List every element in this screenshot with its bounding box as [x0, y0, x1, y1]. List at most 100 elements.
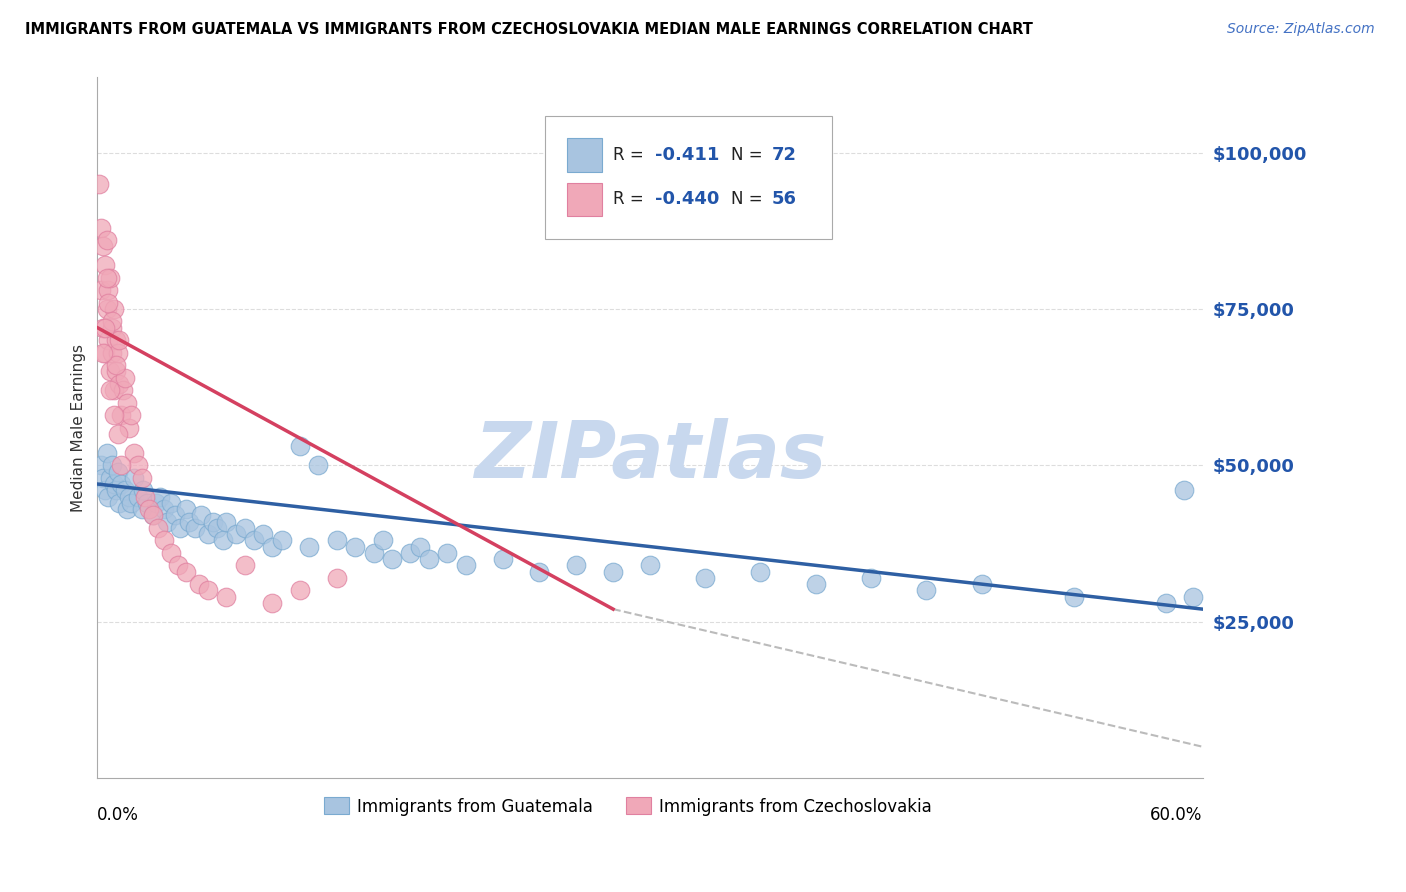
Point: [224, 527, 246, 541]
Point: [120, 496, 142, 510]
Point: [98, 383, 121, 397]
Point: [288, 440, 311, 454]
Point: [101, 314, 124, 328]
Point: [98, 270, 121, 285]
Point: [160, 546, 183, 560]
Point: [101, 458, 124, 473]
Point: [90, 220, 112, 235]
Point: [108, 496, 131, 510]
Point: [409, 540, 432, 554]
Point: [205, 521, 228, 535]
Point: [115, 502, 138, 516]
Point: [107, 427, 129, 442]
Point: [91, 239, 114, 253]
Text: 0.0%: 0.0%: [97, 806, 139, 824]
Point: [97, 333, 120, 347]
Point: [96, 270, 118, 285]
Point: [211, 533, 233, 548]
Point: [174, 565, 197, 579]
Point: [970, 577, 993, 591]
Point: [104, 364, 127, 378]
Point: [93, 345, 115, 359]
Point: [418, 552, 440, 566]
Point: [179, 515, 201, 529]
Point: [91, 320, 114, 334]
Point: [152, 502, 174, 516]
Point: [101, 320, 124, 334]
Point: [233, 521, 256, 535]
Text: -0.440: -0.440: [655, 190, 720, 209]
Point: [131, 502, 153, 516]
Text: Source: ZipAtlas.com: Source: ZipAtlas.com: [1227, 22, 1375, 37]
Point: [243, 533, 266, 548]
Point: [118, 490, 141, 504]
Point: [122, 471, 145, 485]
Point: [110, 477, 132, 491]
Text: 56: 56: [772, 190, 797, 209]
Point: [156, 515, 179, 529]
Point: [381, 552, 404, 566]
Point: [131, 471, 153, 485]
Point: [190, 508, 212, 523]
Point: [262, 540, 284, 554]
Point: [103, 477, 125, 491]
Text: 72: 72: [772, 146, 797, 164]
Point: [93, 258, 115, 272]
Point: [262, 596, 284, 610]
Point: [202, 515, 225, 529]
Point: [145, 496, 167, 510]
Legend: Immigrants from Guatemala, Immigrants from Czechoslovakia: Immigrants from Guatemala, Immigrants fr…: [316, 790, 939, 822]
Point: [298, 540, 321, 554]
Point: [174, 502, 197, 516]
Point: [149, 490, 172, 504]
Point: [1063, 590, 1085, 604]
Point: [110, 458, 132, 473]
Point: [138, 502, 160, 516]
FancyBboxPatch shape: [567, 183, 602, 216]
Point: [89, 177, 111, 191]
Point: [399, 546, 422, 560]
Point: [114, 483, 136, 498]
Point: [122, 446, 145, 460]
Point: [454, 558, 477, 573]
Point: [98, 471, 121, 485]
Text: R =: R =: [613, 190, 650, 209]
Point: [114, 370, 136, 384]
Point: [91, 471, 114, 485]
Point: [93, 483, 115, 498]
Point: [90, 283, 112, 297]
Point: [184, 521, 207, 535]
Point: [142, 508, 165, 523]
Point: [270, 533, 292, 548]
Text: IMMIGRANTS FROM GUATEMALA VS IMMIGRANTS FROM CZECHOSLOVAKIA MEDIAN MALE EARNINGS: IMMIGRANTS FROM GUATEMALA VS IMMIGRANTS …: [25, 22, 1033, 37]
Point: [98, 364, 121, 378]
FancyBboxPatch shape: [546, 116, 832, 238]
Point: [107, 345, 129, 359]
Point: [436, 546, 458, 560]
Point: [97, 490, 120, 504]
Point: [118, 421, 141, 435]
Point: [93, 320, 115, 334]
Point: [108, 376, 131, 391]
Point: [1173, 483, 1195, 498]
Point: [97, 295, 120, 310]
Text: 60.0%: 60.0%: [1150, 806, 1202, 824]
Point: [110, 408, 132, 422]
Point: [127, 458, 149, 473]
Point: [233, 558, 256, 573]
Point: [152, 533, 174, 548]
Point: [638, 558, 661, 573]
Point: [103, 383, 125, 397]
Point: [97, 283, 120, 297]
Point: [132, 483, 155, 498]
Text: ZIPatlas: ZIPatlas: [474, 417, 827, 494]
Point: [108, 333, 131, 347]
Point: [134, 490, 156, 504]
Text: N =: N =: [731, 146, 768, 164]
Point: [103, 301, 125, 316]
Point: [96, 446, 118, 460]
Point: [104, 483, 127, 498]
Point: [695, 571, 717, 585]
Point: [91, 345, 114, 359]
Point: [602, 565, 624, 579]
